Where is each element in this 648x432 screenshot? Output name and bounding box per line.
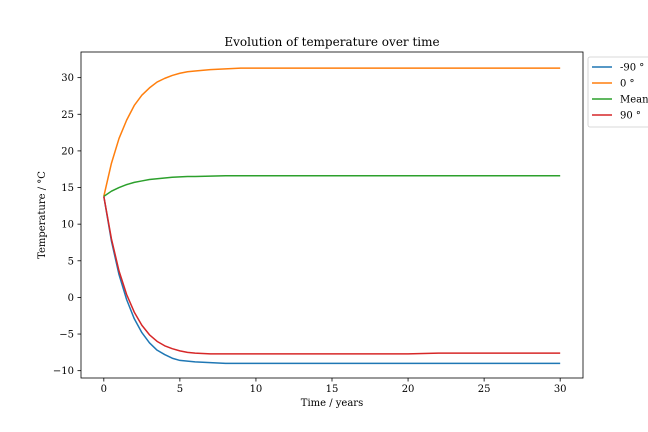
y-tick-label: 25	[61, 110, 74, 121]
y-tick-label: −5	[59, 330, 74, 341]
legend-label: 0 °	[620, 79, 635, 90]
series-line-4	[103, 196, 561, 355]
x-tick-label: 30	[554, 384, 567, 395]
x-tick-label: 5	[177, 384, 183, 395]
y-tick-label: 5	[68, 256, 74, 267]
y-tick-label: 15	[61, 183, 74, 194]
y-tick-label: 30	[61, 73, 74, 84]
y-axis-label: Temperature / °C	[37, 171, 48, 259]
y-axis: −10 −5 0 5 10 15 20 25 30	[53, 73, 81, 377]
legend: -90 ° 0 ° Mean 90 °	[587, 56, 648, 128]
chart-title: Evolution of temperature over time	[224, 35, 439, 49]
legend-label: -90 °	[620, 63, 644, 74]
series-line-3	[103, 175, 561, 197]
x-tick-label: 15	[326, 384, 339, 395]
legend-label: 90 °	[620, 111, 641, 122]
x-tick-label: 20	[402, 384, 415, 395]
series-line-1	[103, 196, 561, 365]
series-line-2	[103, 67, 561, 197]
x-tick-label: 0	[101, 384, 107, 395]
series-layer	[103, 67, 561, 365]
y-tick-label: 0	[68, 293, 74, 304]
y-tick-label: 20	[61, 146, 74, 157]
y-tick-label: 10	[61, 220, 74, 231]
x-tick-label: 25	[478, 384, 491, 395]
legend-box	[587, 56, 648, 128]
legend-label: Mean	[620, 95, 648, 106]
y-tick-label: −10	[53, 366, 74, 377]
x-tick-label: 10	[250, 384, 263, 395]
x-axis-label: Time / years	[301, 398, 363, 409]
x-axis: 0 5 10 15 20 25 30	[101, 378, 567, 395]
